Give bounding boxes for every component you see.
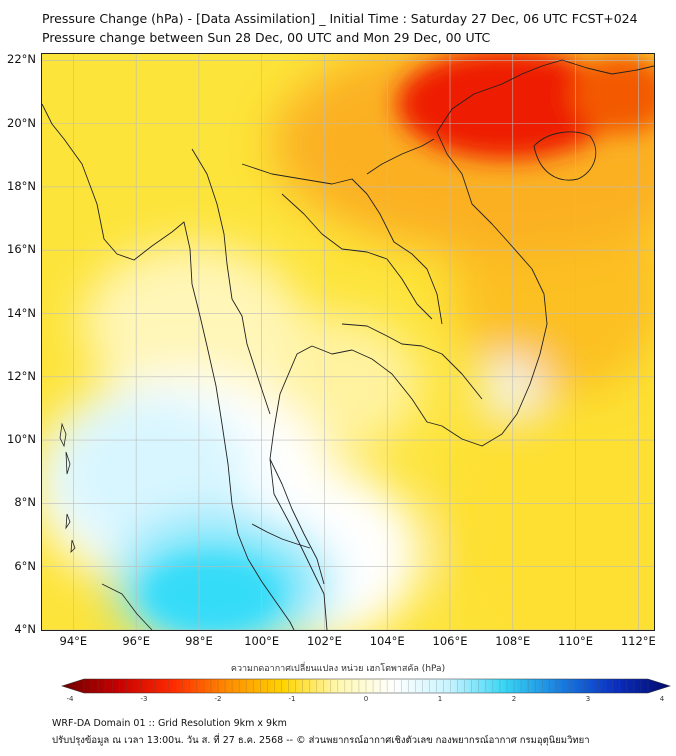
- thailand-laos-border: [281, 193, 433, 320]
- latitude-label: 8°N: [14, 495, 36, 510]
- colorbar-tick-label: 2: [511, 695, 517, 703]
- latitude-label: 22°N: [7, 52, 36, 67]
- latitude-label: 16°N: [7, 242, 36, 257]
- country-borders: [42, 59, 654, 630]
- field-west-pale: [82, 244, 302, 404]
- peninsula-east-coast: [269, 458, 325, 585]
- colorbar: [61, 678, 671, 694]
- field-strong-rise: [142, 554, 282, 630]
- field-southeast-yellow: [442, 354, 654, 630]
- footer-model-info: WRF-DA Domain 01 :: Grid Resolution 9km …: [52, 718, 287, 729]
- longitude-label: 96°E: [122, 634, 150, 648]
- colorbar-tick-label: -3: [140, 695, 148, 703]
- colorbar-tick-label: 0: [363, 695, 369, 703]
- vietnam-coast: [436, 59, 563, 325]
- map-subtitle: Pressure change between Sun 28 Dec, 00 U…: [42, 30, 491, 45]
- field-southwest-rise: [52, 394, 252, 554]
- longitude-label: 102°E: [306, 634, 342, 648]
- pressure-change-map: [41, 53, 655, 631]
- island-shapes: [59, 422, 153, 630]
- cambodia-border: [341, 323, 483, 400]
- gulf-coast-west: [269, 345, 328, 630]
- china-coast: [561, 59, 654, 75]
- graticule: [42, 54, 654, 630]
- thailand-myanmar-border: [191, 148, 271, 415]
- colorbar-tick-label: 3: [585, 695, 591, 703]
- myanmar-coast: [42, 103, 233, 505]
- sumatra-tip: [101, 583, 153, 630]
- longitude-label: 100°E: [244, 634, 280, 648]
- nicobar-islands: [65, 513, 76, 554]
- latitude-label: 12°N: [7, 368, 36, 383]
- longitude-label: 108°E: [495, 634, 531, 648]
- laos-border: [241, 163, 443, 325]
- latitude-label: 18°N: [7, 178, 36, 193]
- thai-west-coast: [231, 503, 295, 630]
- field-vietnam-coast-rise: [482, 359, 542, 409]
- laos-vietnam-border: [366, 138, 435, 175]
- longitude-label: 110°E: [558, 634, 594, 648]
- longitude-label: 104°E: [369, 634, 405, 648]
- footer-credit: ปรับปรุงข้อมูล ณ เวลา 13:00น. วัน ส. ที่…: [52, 735, 590, 746]
- hainan-island: [533, 131, 597, 181]
- map-title: Pressure Change (hPa) - [Data Assimilati…: [42, 11, 638, 26]
- cambodia-coast: [441, 323, 548, 447]
- andaman-islands: [59, 422, 71, 475]
- latitude-label: 14°N: [7, 305, 36, 320]
- longitude-label: 112°E: [620, 634, 656, 648]
- gulf-coast-north: [311, 345, 443, 427]
- colorbar-title: ความกดอากาศเปลี่ยนแปลง หน่วย เฮกโตพาสคัล…: [230, 664, 446, 674]
- colorbar-tick-label: -4: [66, 695, 74, 703]
- thailand-malaysia-border: [251, 523, 311, 549]
- colorbar-tick-label: 4: [659, 695, 665, 703]
- longitude-label: 98°E: [185, 634, 213, 648]
- latitude-label: 20°N: [7, 115, 36, 130]
- longitude-label: 94°E: [59, 634, 88, 648]
- latitude-label: 10°N: [7, 432, 36, 447]
- latitude-label: 4°N: [14, 622, 36, 636]
- colorbar-tick-label: -1: [288, 695, 296, 703]
- colorbar-tick-label: 1: [437, 695, 443, 703]
- longitude-label: 106°E: [432, 634, 468, 648]
- colorbar-tick-label: -2: [214, 695, 222, 703]
- field-fall-east: [572, 54, 654, 134]
- latitude-label: 6°N: [14, 558, 36, 573]
